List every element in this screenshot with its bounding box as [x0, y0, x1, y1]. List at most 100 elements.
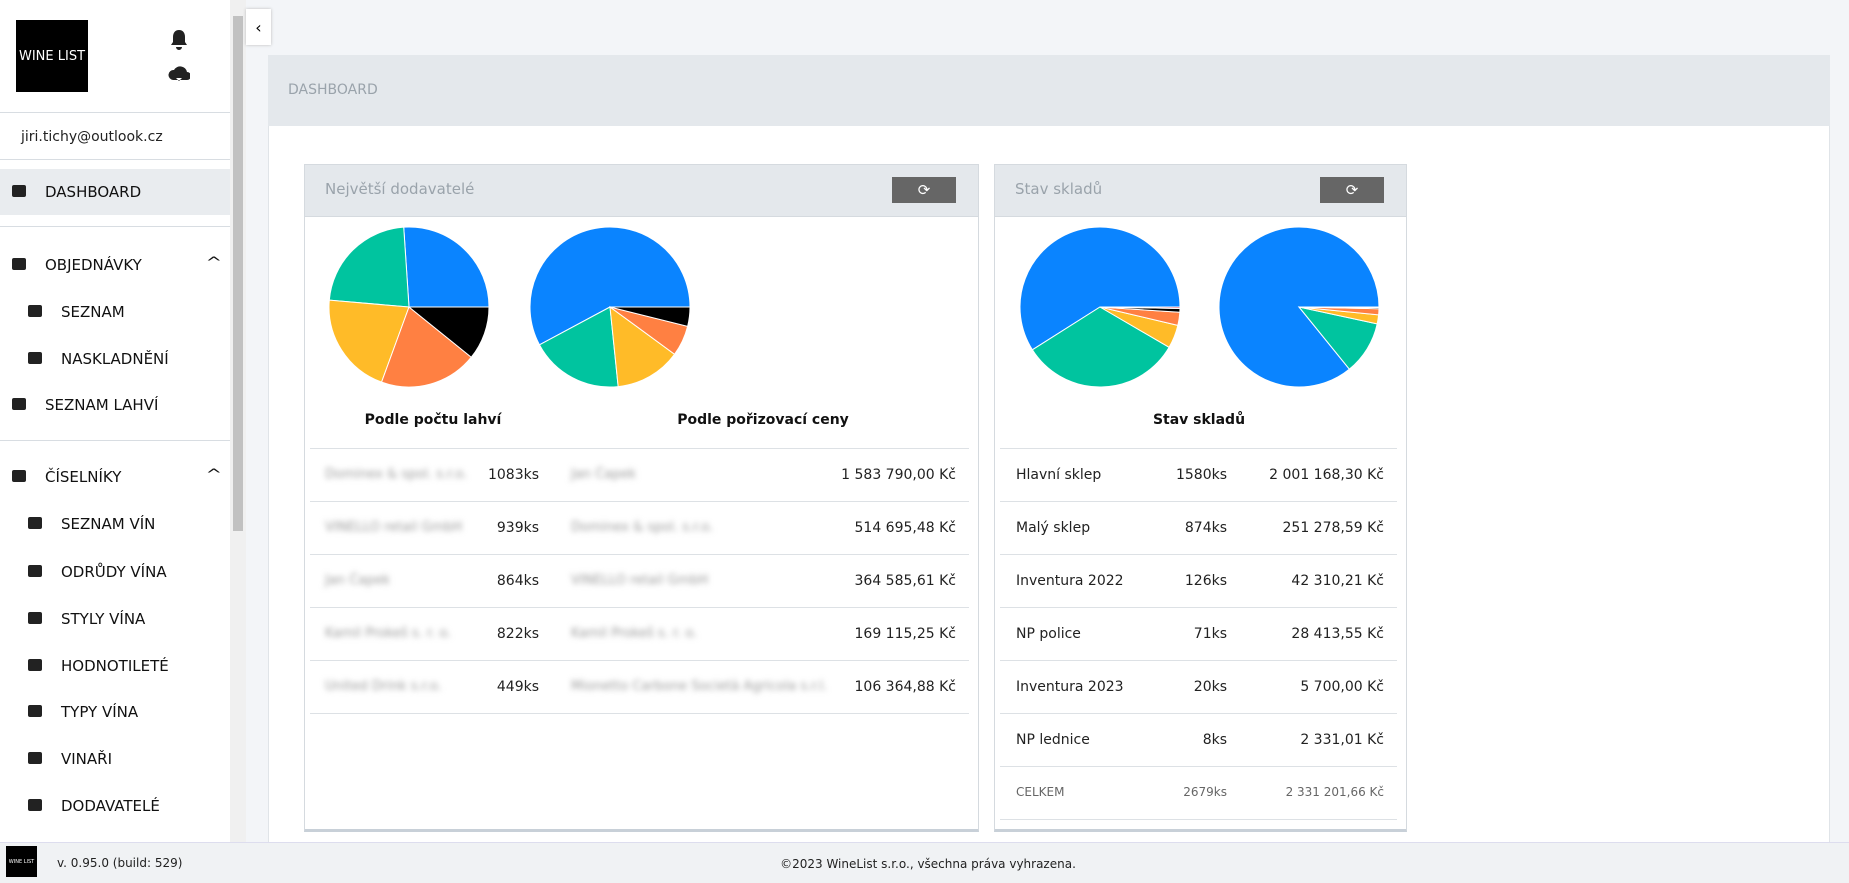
logo[interactable]: WINE LIST [16, 20, 88, 92]
menu-icon [12, 185, 26, 197]
menu-icon [28, 752, 42, 764]
table-cell: 514 695,48 Kč [854, 520, 957, 536]
chart-caption: Stav skladů [1152, 412, 1246, 428]
divider [0, 159, 230, 160]
menu-icon [28, 305, 42, 317]
row-divider [310, 448, 969, 449]
panel-header [268, 55, 1830, 126]
active-item-bg [0, 169, 230, 215]
divider [0, 440, 230, 441]
blurred-cell: Kamil Prokeš s. r. o. [571, 626, 698, 641]
table-cell: 874ks [1184, 520, 1227, 536]
menu-label: ČÍSELNÍKY [45, 468, 122, 486]
menu-icon [28, 799, 42, 811]
table-cell: 169 115,25 Kč [854, 626, 957, 642]
table-cell: 2 001 168,30 Kč [1269, 467, 1384, 483]
pie-slice [1298, 306, 1380, 309]
header-icons [168, 30, 190, 81]
table-cell: Inventura 2023 [1016, 679, 1124, 695]
table-cell: 864ks [496, 573, 539, 589]
menu-label: STYLY VÍNA [61, 610, 146, 628]
chart-caption: Podle pořizovací ceny [677, 412, 849, 428]
pie-slice [1099, 306, 1181, 310]
row-divider [1000, 448, 1397, 449]
collapse-button[interactable]: ‹ [246, 9, 271, 45]
pie-chart [1019, 226, 1181, 388]
menu-icon [12, 258, 26, 270]
menu-icon [28, 612, 42, 624]
table-cell: 28 413,55 Kč [1291, 626, 1384, 642]
blurred-cell: Dominex & spol. s.r.o. [325, 467, 468, 482]
bell-icon[interactable] [171, 30, 187, 50]
sidebar [0, 0, 230, 842]
table-cell: 42 310,21 Kč [1291, 573, 1384, 589]
row-divider [310, 554, 969, 555]
row-divider [310, 501, 969, 502]
card-header [995, 165, 1406, 217]
table-cell: 71ks [1193, 626, 1227, 642]
pie-slice [380, 306, 472, 388]
panel-title: DASHBOARD [288, 82, 378, 98]
table-cell: Hlavní sklep [1016, 467, 1102, 483]
pie-slice [1019, 226, 1181, 351]
refresh-button[interactable]: ⟳ [892, 177, 956, 203]
blurred-cell: Kamil Prokeš s. r. o. [325, 626, 452, 641]
menu-label: SEZNAM VÍN [61, 515, 156, 533]
pie-slice [609, 306, 691, 327]
blurred-cell: Jan Čapek [325, 573, 390, 588]
pie-slice [529, 226, 691, 346]
table-cell: 126ks [1184, 573, 1227, 589]
menu-icon [12, 398, 26, 410]
table-cell: 1 583 790,00 Kč [841, 467, 956, 483]
pie-slice [403, 226, 490, 308]
table-cell: 2 331 201,66 Kč [1285, 785, 1384, 799]
card-title: Největší dodavatelé [325, 180, 475, 198]
row-divider [1000, 713, 1397, 714]
pie-slice [328, 226, 410, 308]
pie-chart [1218, 226, 1380, 388]
pie-slice [609, 305, 676, 388]
user-email[interactable]: jiri.tichy@outlook.cz [21, 129, 163, 145]
menu-label: DASHBOARD [45, 183, 142, 201]
blurred-cell: United Drink s.r.o. [325, 679, 442, 694]
table-cell: 106 364,88 Kč [854, 679, 957, 695]
row-divider [310, 607, 969, 608]
table-cell: 251 278,59 Kč [1282, 520, 1385, 536]
row-divider [1000, 819, 1397, 820]
menu-icon [28, 659, 42, 671]
menu-icon [28, 352, 42, 364]
blurred-cell: Mionetto Carbone Società Agricola s.r.l. [571, 679, 828, 694]
table-cell: 2679ks [1183, 785, 1227, 799]
logo-text: WINE LIST [18, 48, 86, 64]
table-cell: CELKEM [1016, 785, 1065, 799]
pie-slice [407, 306, 490, 358]
row-divider [1000, 660, 1397, 661]
card-header [305, 165, 978, 217]
table-cell: 8ks [1202, 732, 1227, 748]
table-cell: NP police [1016, 626, 1081, 642]
table-cell: NP lednice [1016, 732, 1090, 748]
blurred-cell: VINELLO retail GmbH [325, 520, 463, 535]
menu-icon [28, 517, 42, 529]
refresh-button[interactable]: ⟳ [1320, 177, 1384, 203]
pie-slice [538, 306, 619, 388]
scrollbar [230, 0, 246, 842]
cloud-download-icon[interactable] [168, 66, 190, 81]
menu-label: ODRŮDY VÍNA [61, 563, 167, 581]
row-divider [310, 660, 969, 661]
menu-icon [12, 470, 26, 482]
menu-label: OBJEDNÁVKY [45, 256, 142, 274]
chevron: ^ [205, 255, 223, 271]
chevron: ^ [205, 467, 223, 483]
menu-icon [28, 565, 42, 577]
row-divider [310, 713, 969, 714]
blurred-cell: Jan Čapek [571, 467, 636, 482]
divider [0, 112, 230, 113]
table-cell: 449ks [496, 679, 539, 695]
pie-chart [328, 226, 490, 388]
row-divider [1000, 554, 1397, 555]
menu-label: DODAVATELÉ [61, 797, 160, 815]
table-cell: 2 331,01 Kč [1300, 732, 1384, 748]
divider [0, 226, 230, 227]
menu-label: TYPY VÍNA [61, 703, 139, 721]
